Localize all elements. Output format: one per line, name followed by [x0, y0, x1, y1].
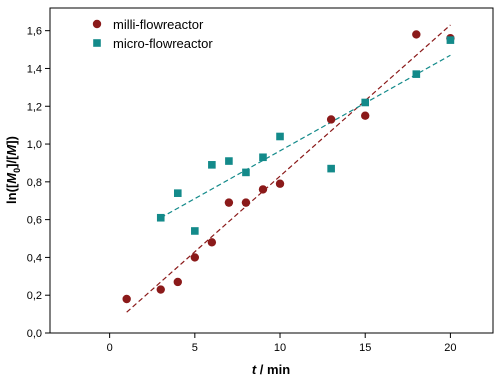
y-tick-label: 0,0 — [27, 328, 42, 340]
fit-line — [160, 54, 451, 219]
micro-point — [361, 98, 370, 107]
x-tick-label: 10 — [274, 342, 286, 354]
micro-point — [242, 168, 250, 177]
y-axis-title-part: ]) — [4, 136, 19, 145]
y-tick-label: 0,2 — [27, 290, 42, 302]
micro-point — [156, 213, 165, 222]
legend-marker — [92, 19, 102, 29]
y-axis-title-part: ]/[ — [4, 155, 19, 168]
y-tick-label: 1,6 — [27, 26, 42, 38]
legend-label: milli-flowreactor — [113, 17, 204, 32]
milli-point — [275, 179, 285, 188]
axis-ticks: 0 5 10 15 20 0,0 0,2 0,4 0,6 0,8 1,0 1,2 1,4 1,6 — [27, 26, 457, 354]
legend: milli-flowreactor micro-flowreactor — [92, 17, 213, 51]
micro-point — [446, 36, 455, 44]
micro-point — [173, 189, 182, 197]
micro-point — [412, 70, 421, 78]
milli-point — [241, 198, 251, 207]
micro-point — [259, 153, 267, 162]
milli-point — [326, 115, 336, 124]
milli-point — [412, 30, 421, 39]
milli-point — [224, 198, 234, 207]
micro-point — [191, 227, 199, 235]
legend-label: micro-flowreactor — [113, 36, 213, 51]
plot-frame — [49, 7, 494, 334]
y-axis-title-part: M — [4, 144, 19, 156]
y-axis-title-part: 0 — [12, 168, 22, 173]
micro-point — [208, 161, 216, 169]
milli-point — [156, 285, 165, 294]
y-tick-label: 0,6 — [27, 215, 42, 227]
y-tick-label: 0,4 — [27, 252, 42, 264]
milli-point — [258, 185, 268, 194]
x-tick-label: 0 — [107, 342, 113, 354]
y-tick-label: 1,0 — [27, 139, 42, 151]
milli-point — [173, 277, 182, 287]
fit-lines — [126, 24, 451, 313]
data-points — [122, 30, 455, 304]
x-axis-title: t / min — [252, 362, 290, 377]
y-axis-title: ln([M0]/[M]) — [4, 136, 22, 204]
x-tick-label: 5 — [192, 342, 198, 354]
y-axis-title-part: ln([ — [4, 183, 19, 204]
x-tick-label: 20 — [444, 342, 456, 354]
y-tick-label: 1,4 — [27, 63, 42, 75]
micro-point — [327, 164, 335, 173]
x-tick-label: 15 — [359, 342, 371, 354]
milli-point — [361, 111, 370, 120]
x-axis-title-part: t — [252, 362, 257, 377]
micro-point — [225, 157, 233, 165]
legend-marker — [93, 39, 101, 47]
y-tick-label: 0,8 — [27, 177, 42, 189]
milli-point — [207, 238, 217, 247]
micro-point — [276, 132, 284, 141]
y-axis-title-part: M — [4, 172, 19, 184]
milli-point — [190, 253, 200, 262]
x-axis-title-part: / min — [256, 362, 290, 377]
y-tick-label: 1,2 — [27, 101, 42, 113]
milli-point — [122, 294, 131, 304]
fit-line — [126, 24, 451, 313]
